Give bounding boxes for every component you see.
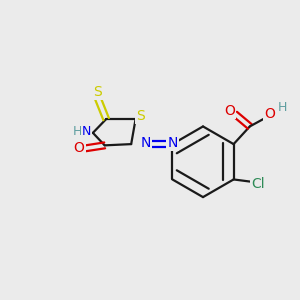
- Text: O: O: [224, 103, 235, 118]
- Text: S: S: [93, 85, 102, 99]
- Text: O: O: [74, 141, 85, 155]
- Text: Cl: Cl: [251, 177, 265, 191]
- Text: N: N: [141, 136, 151, 150]
- Text: H: H: [72, 125, 82, 138]
- Text: H: H: [278, 101, 287, 114]
- Text: O: O: [264, 107, 275, 121]
- Text: N: N: [82, 125, 92, 138]
- Text: N: N: [167, 136, 178, 150]
- Text: S: S: [136, 109, 145, 122]
